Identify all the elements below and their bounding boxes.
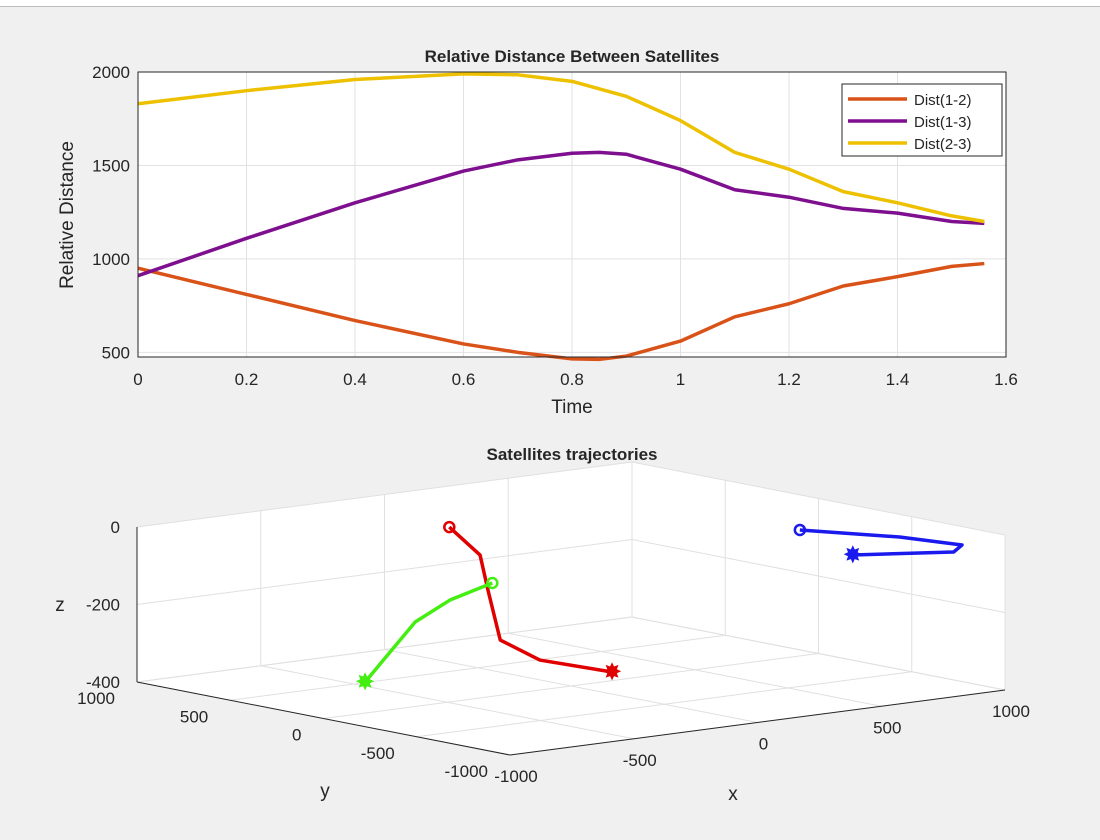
z-tick-label: 0	[111, 518, 120, 537]
x-tick-label: 0.8	[560, 370, 584, 389]
satellite-3-end-star-marker: ✸	[843, 542, 863, 569]
satellite-2-end-star-marker: ✸	[355, 669, 375, 696]
y-gridline	[323, 653, 819, 719]
x-tick-label: 1.2	[777, 370, 801, 389]
axes-box	[137, 71, 1007, 358]
z-gridline	[136, 461, 633, 528]
x-tick-label: 0.2	[235, 370, 259, 389]
x-tick-label: 1000	[992, 702, 1030, 721]
series-line-dist1-3	[137, 150, 985, 278]
y-tick-label: 500	[102, 343, 130, 362]
y-gridline	[416, 671, 912, 738]
z-axis-label: z	[55, 595, 65, 616]
satellite-1-start-marker	[443, 520, 456, 534]
x-axis-label: x	[728, 784, 738, 805]
legend[interactable]: Dist(1-2) Dist(1-3) Dist(2-3)	[841, 83, 1003, 157]
x-tick-label: 1	[676, 370, 685, 389]
legend-entry: Dist(1-2)	[914, 92, 972, 109]
y-tick-label: 1000	[77, 689, 115, 708]
x-tick-label: -1000	[494, 767, 537, 786]
y-axis-line	[136, 681, 511, 756]
y-tick-label: -1000	[445, 762, 488, 781]
x-tick-label: 1.4	[886, 370, 910, 389]
series-line-dist1-2	[137, 261, 985, 362]
x-tick-label: 500	[873, 718, 901, 737]
y-tick-label: 1000	[92, 250, 130, 269]
y-axis-label: Relative Distance	[57, 141, 78, 289]
z-gridline	[136, 616, 633, 683]
x-tick-label: 1.6	[994, 370, 1018, 389]
x-tick-label: 0.6	[452, 370, 476, 389]
satellite-1-end-star-marker: ✸	[602, 659, 622, 686]
x-axis-line	[509, 689, 1006, 756]
y-axis-label: y	[320, 781, 330, 802]
z-gridline	[631, 616, 1006, 691]
series-line-dist2-3	[137, 72, 985, 224]
satellite-2-start-marker	[486, 576, 499, 590]
chart-title: Relative Distance Between Satellites	[425, 47, 720, 66]
z-gridline	[136, 539, 633, 605]
y-tick-label: 2000	[92, 63, 130, 82]
legend-entry: Dist(1-3)	[914, 114, 972, 131]
z-gridline	[631, 461, 1006, 536]
distance-axes: 0 0.2 0.4 0.6 0.8 1 1.2 1.4 1.6 500 1000 1500 2000 R…	[57, 47, 1018, 418]
legend-entry: Dist(2-3)	[914, 136, 972, 153]
window-top-bar	[0, 0, 1100, 7]
y-tick-label: -500	[361, 744, 395, 763]
x-axis-label: Time	[551, 397, 593, 418]
chart-title: Satellites trajectories	[486, 445, 657, 464]
y-tick-label: 500	[180, 707, 208, 726]
satellite-1-trajectory	[448, 525, 613, 674]
trajectory-axes: ✸✸✸ -1000-50005001000-1000-50005001000-4…	[55, 445, 1030, 805]
z-tick-label: -200	[86, 596, 120, 615]
satellite-3-start-marker	[793, 523, 807, 537]
x-tick-label: -500	[623, 751, 657, 770]
satellite-3-trajectory	[799, 528, 964, 557]
x-tick-label: 0	[133, 370, 142, 389]
y-tick-label: 0	[292, 726, 301, 745]
z-gridline	[631, 539, 1006, 613]
x-tick-label: 0	[759, 735, 768, 754]
satellite-2-trajectory	[363, 581, 493, 684]
y-gridline	[230, 634, 726, 701]
x-tick-label: 0.4	[343, 370, 367, 389]
y-tick-label: 1500	[92, 156, 130, 175]
z-tick-label: -400	[86, 673, 120, 692]
